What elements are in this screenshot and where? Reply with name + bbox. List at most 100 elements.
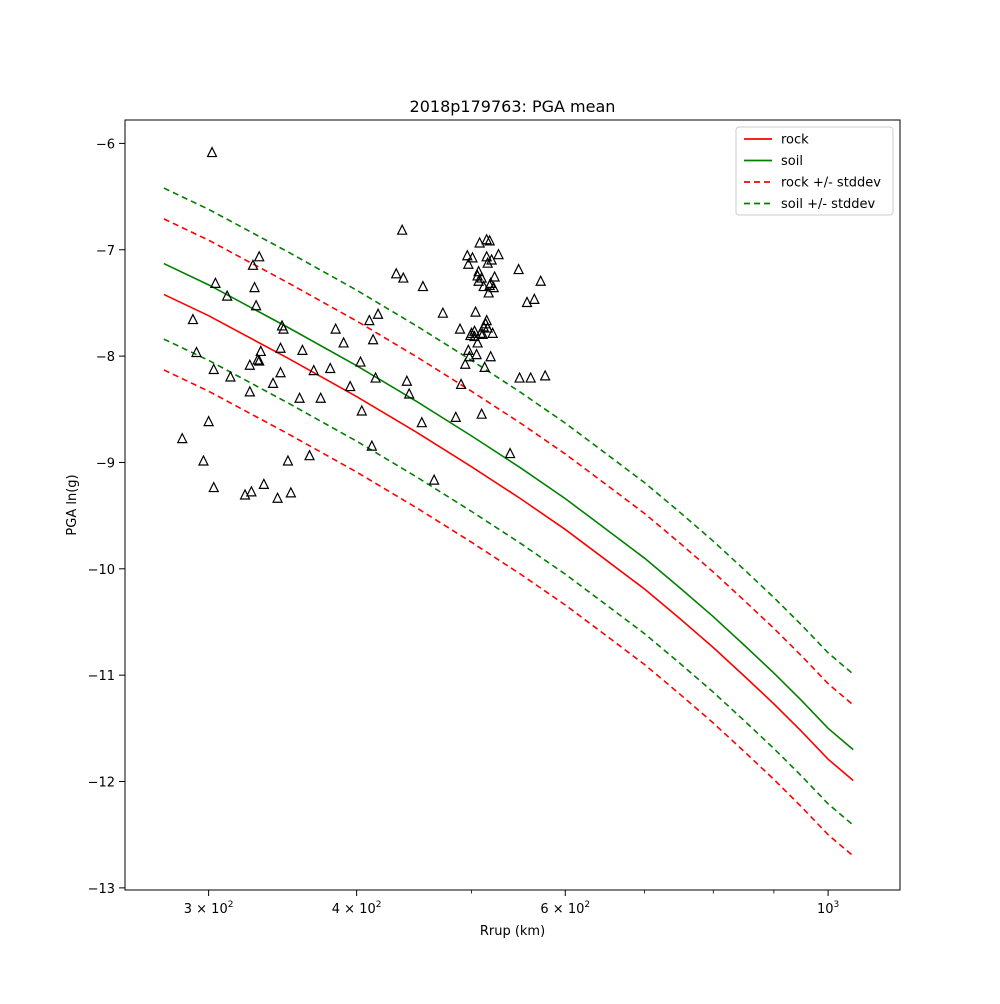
soil-line-1 — [163, 262, 854, 751]
y-tick-label: −8 — [96, 350, 115, 365]
observation-marker — [417, 280, 429, 292]
observation-marker — [285, 486, 297, 498]
y-axis: −6 −7 −8 −9 −10 −11 −12 −13 — [88, 137, 125, 897]
soil-stddev-line-4 — [163, 187, 854, 675]
observation-marker — [255, 345, 267, 357]
observation-marker — [244, 385, 256, 397]
observation-marker — [344, 380, 356, 392]
observation-marker — [539, 369, 551, 381]
rock-stddev-line-2 — [163, 218, 854, 706]
observation-marker — [486, 253, 498, 265]
observation-marker — [372, 307, 384, 319]
observation-marker — [245, 485, 257, 497]
observation-marker — [513, 263, 525, 275]
observation-marker — [324, 362, 336, 374]
observation-marker — [330, 322, 342, 334]
observation-marker — [356, 404, 368, 416]
observation-marker — [437, 306, 449, 318]
observation-marker — [272, 491, 284, 503]
observation-marker — [485, 350, 497, 362]
observation-marker — [470, 305, 482, 317]
observation-marker — [224, 370, 236, 382]
observation-marker — [459, 357, 471, 369]
observation-marker — [247, 258, 259, 270]
observation-marker — [481, 233, 493, 245]
observation-marker — [450, 411, 462, 422]
observation-marker — [454, 322, 466, 334]
observation-marker — [535, 274, 547, 286]
observation-marker — [472, 336, 484, 348]
x-tick-label: 103 — [817, 900, 839, 917]
legend-box — [735, 126, 894, 216]
legend-label: soil — [781, 154, 803, 169]
observation-marker — [191, 346, 202, 358]
observation-marker — [308, 364, 320, 376]
observation-marker — [370, 371, 382, 383]
observation-marker — [363, 314, 375, 326]
observation-marker — [478, 280, 490, 292]
observation-marker — [258, 478, 270, 489]
observation-marker — [428, 473, 440, 485]
observation-marker — [489, 270, 501, 282]
observation-marker — [252, 353, 264, 365]
chart-title: 2018p179763: PGA mean — [410, 97, 616, 116]
plot-area — [163, 146, 854, 857]
observation-marker — [253, 354, 265, 366]
observation-marker — [208, 481, 220, 493]
axes-frame — [124, 119, 901, 891]
observation-marker — [206, 146, 218, 158]
observation-marker — [403, 387, 415, 399]
observation-marker — [366, 439, 378, 451]
observation-marker — [338, 336, 350, 348]
legend: rock soil rock +/- stddev soil +/- stddev — [735, 126, 894, 216]
observation-marker — [197, 454, 209, 466]
observation-marker — [521, 296, 533, 308]
observation-marker — [278, 322, 289, 334]
observation-marker — [253, 250, 265, 262]
y-tick-label: −10 — [88, 563, 115, 578]
observation-marker — [455, 378, 467, 390]
observation-marker — [473, 274, 485, 286]
observation-marker — [294, 391, 306, 403]
observation-marker — [275, 366, 287, 378]
observation-marker — [416, 416, 428, 428]
observation-marker — [296, 344, 308, 355]
observation-marker — [461, 249, 473, 261]
observation-marker — [483, 286, 495, 298]
observation-marker — [315, 391, 327, 403]
y-tick-label: −9 — [96, 456, 115, 471]
observation-marker — [504, 447, 516, 459]
y-tick-label: −13 — [88, 882, 115, 897]
observation-marker — [476, 271, 488, 283]
observation-marker — [203, 415, 215, 427]
observation-marker — [525, 371, 537, 383]
x-tick-label: 6 × 102 — [540, 900, 590, 917]
y-tick-label: −7 — [96, 244, 115, 259]
observation-marker — [488, 281, 500, 293]
observation-marker — [462, 257, 474, 269]
y-tick-label: −11 — [88, 669, 115, 684]
rock-line-0 — [163, 293, 854, 782]
observation-marker — [471, 348, 483, 360]
observation-marker — [249, 281, 261, 293]
observation-marker — [401, 374, 413, 386]
x-tick-label: 4 × 102 — [332, 900, 382, 917]
observation-marker — [208, 363, 220, 375]
observation-marker — [221, 289, 233, 301]
y-axis-label: PGA ln(g) — [65, 474, 80, 535]
x-axis: 3 × 102 4 × 102 6 × 102 103 — [184, 890, 839, 917]
observation-marker — [244, 358, 256, 370]
legend-label: rock +/- stddev — [781, 176, 881, 191]
legend-label: rock — [781, 133, 809, 148]
observation-marker — [476, 407, 488, 419]
observation-marker — [487, 327, 499, 338]
observation-marker — [474, 236, 486, 248]
observation-marker — [187, 313, 199, 325]
legend-label: soil +/- stddev — [781, 197, 876, 212]
observation-marker — [396, 223, 408, 235]
observation-marker — [367, 333, 379, 345]
observation-marker — [267, 377, 279, 388]
stddev-bound-line-3 — [163, 369, 854, 857]
observation-marker — [475, 327, 487, 338]
